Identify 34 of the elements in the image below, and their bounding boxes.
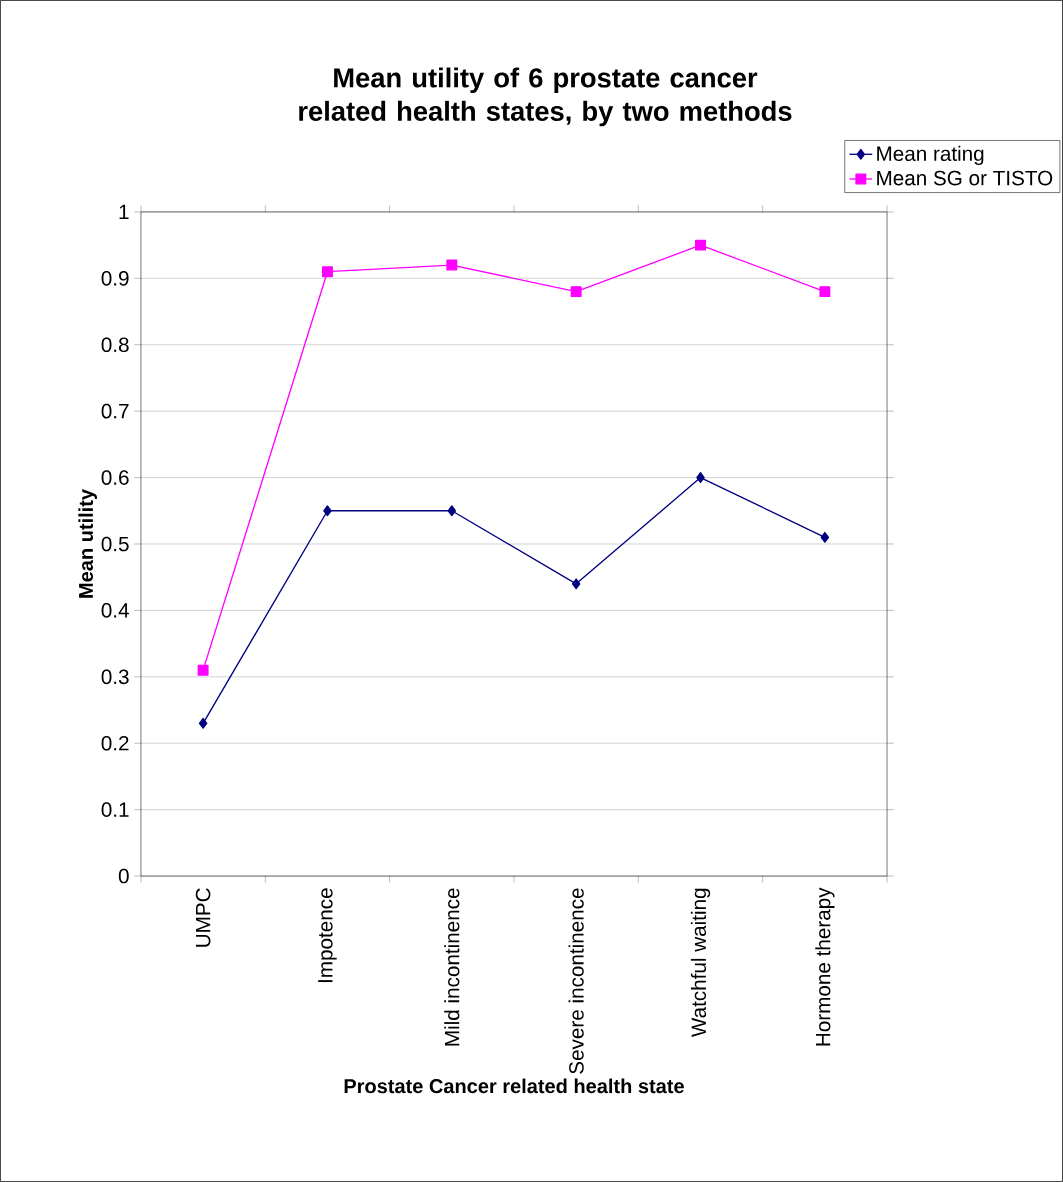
point <box>446 259 458 271</box>
y-tick-label: 0.6 <box>101 470 129 485</box>
x-tick-label: Watchful waiting <box>690 888 711 1038</box>
y-tick-label: 0.3 <box>101 669 129 685</box>
y-tick-label: 0.8 <box>101 337 129 353</box>
point <box>820 531 830 543</box>
x-tick-label: Mild incontinence <box>444 888 460 1046</box>
point <box>819 286 831 298</box>
x-axis-title: Prostate Cancer related health state <box>344 1078 684 1094</box>
point <box>322 266 333 278</box>
y-axis-title: Mean utility <box>78 489 97 598</box>
legend-label: Mean rating <box>877 145 984 166</box>
y-tick-label: 0 <box>118 868 129 884</box>
y-tick-label: 0.2 <box>101 735 129 751</box>
y-tick-label: 0.4 <box>101 603 129 618</box>
point <box>570 286 582 298</box>
y-tick-label: 0.1 <box>101 802 129 817</box>
legend-label: Mean SG or TISTO <box>877 170 1053 186</box>
x-tick-label: Hormone therapy <box>815 887 835 1046</box>
point <box>695 239 706 251</box>
y-tick-label: 0.7 <box>101 403 129 419</box>
point <box>197 664 209 676</box>
x-tick-label: UMPC <box>195 888 211 947</box>
x-tick-label: Impotence <box>318 888 337 983</box>
point <box>696 472 705 484</box>
y-tick-label: 0.5 <box>101 536 129 552</box>
y-tick-label: 1 <box>119 204 129 220</box>
y-tick-label: 0.9 <box>101 271 129 286</box>
point <box>571 578 581 590</box>
point <box>447 505 457 517</box>
x-tick-label: Severe incontinence <box>568 888 584 1074</box>
point <box>323 505 332 517</box>
point <box>198 717 208 729</box>
chart-title: Mean utility of 6 prostate cancer related health states, by two methods <box>299 67 792 127</box>
